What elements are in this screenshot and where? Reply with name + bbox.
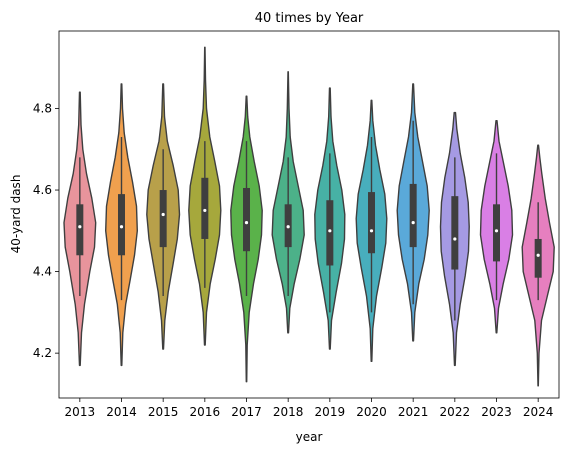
violin-2023 xyxy=(479,120,514,334)
median-dot-2022 xyxy=(453,237,457,241)
violin-2015 xyxy=(146,83,181,350)
iqr-box-2024 xyxy=(534,238,542,278)
y-tick-label: 4.6 xyxy=(33,183,52,197)
iqr-box-2016 xyxy=(201,177,209,239)
x-tick-label: 2016 xyxy=(190,405,221,419)
median-dot-2016 xyxy=(203,208,207,213)
violin-2016 xyxy=(188,46,222,346)
x-tick-label: 2014 xyxy=(106,405,137,419)
median-dot-2021 xyxy=(411,221,415,225)
x-tick-label: 2018 xyxy=(273,405,304,419)
iqr-box-2015 xyxy=(159,190,167,248)
x-tick-label: 2015 xyxy=(148,405,179,419)
x-tick-label: 2019 xyxy=(315,405,346,419)
violins-group xyxy=(63,46,555,387)
iqr-box-2022 xyxy=(451,196,459,270)
x-axis-label: year xyxy=(296,430,323,444)
median-dot-2019 xyxy=(328,229,332,233)
x-tick-label: 2023 xyxy=(481,405,512,419)
iqr-box-2013 xyxy=(76,204,84,256)
x-axis: 2013 2014 2015 2016 2017 2018 2019 2020 2021 2022… xyxy=(65,398,554,419)
axes-frame xyxy=(58,30,560,399)
median-dot-2015 xyxy=(161,212,165,217)
median-dot-2013 xyxy=(78,225,82,229)
y-axis: 4.2 4.4 4.6 4.8 xyxy=(33,101,59,360)
median-dot-2024 xyxy=(536,253,540,257)
violin-2021 xyxy=(396,83,430,342)
iqr-box-2023 xyxy=(493,204,500,262)
x-tick-label: 2022 xyxy=(440,405,471,419)
violin-2022 xyxy=(439,111,470,367)
violin-2020 xyxy=(355,99,388,362)
chart-title: 40 times by Year xyxy=(255,11,364,26)
iqr-box-2017 xyxy=(243,187,250,252)
x-tick-label: 2021 xyxy=(398,405,429,419)
iqr-box-2020 xyxy=(368,192,375,254)
violin-2019 xyxy=(314,87,346,350)
median-dot-2020 xyxy=(369,229,374,233)
violin-2013 xyxy=(63,91,97,367)
x-tick-label: 2017 xyxy=(231,405,262,419)
y-tick-label: 4.8 xyxy=(33,101,52,115)
y-tick-label: 4.4 xyxy=(33,265,52,279)
x-tick-label: 2024 xyxy=(523,405,554,419)
iqr-box-2014 xyxy=(118,194,125,256)
iqr-box-2019 xyxy=(326,200,334,266)
y-tick-label: 4.2 xyxy=(33,346,52,360)
x-tick-label: 2013 xyxy=(65,405,96,419)
iqr-box-2021 xyxy=(409,183,417,248)
violin-2017 xyxy=(230,95,263,383)
violin-2024 xyxy=(521,144,555,387)
median-dot-2017 xyxy=(244,221,249,225)
median-dot-2014 xyxy=(119,225,124,229)
median-dot-2018 xyxy=(286,225,290,229)
x-tick-label: 2020 xyxy=(356,405,387,419)
y-axis-label: 40-yard dash xyxy=(9,175,23,254)
violin-2018 xyxy=(271,71,305,334)
violin-2014 xyxy=(105,83,138,367)
median-dot-2023 xyxy=(494,229,499,233)
